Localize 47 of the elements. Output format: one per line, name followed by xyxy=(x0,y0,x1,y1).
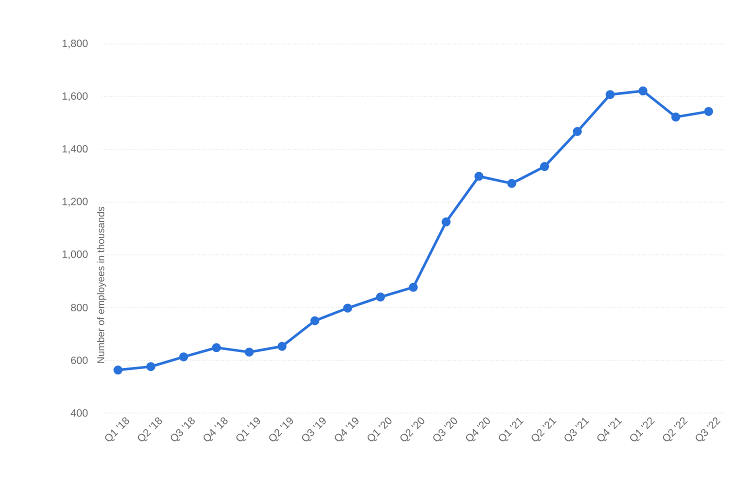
y-tick-label: 1,800 xyxy=(62,40,88,48)
point xyxy=(310,316,320,326)
x-tick-label: Q2 '20 xyxy=(400,417,424,442)
x-tick-label: Q2 '19 xyxy=(269,418,293,442)
x-tick-label: Q3 '19 xyxy=(302,418,326,442)
y-tick-label: 1,600 xyxy=(62,92,88,102)
x-tick-label: Q1 '21 xyxy=(498,418,524,442)
x-tick-label: Q4 '19 xyxy=(334,418,359,442)
point xyxy=(244,348,254,357)
point xyxy=(343,304,352,313)
point xyxy=(638,86,648,96)
x-tick-label: Q2 '22 xyxy=(662,417,688,442)
x-tick-label: Q2 '21 xyxy=(532,418,556,442)
x-tick-label: Q4 '18 xyxy=(204,417,228,442)
point xyxy=(474,172,484,181)
x-tick-label: Q1 '20 xyxy=(368,417,392,442)
y-tick-label: 1,400 xyxy=(62,145,88,154)
point xyxy=(114,366,123,375)
point xyxy=(146,362,156,372)
point xyxy=(212,343,221,352)
x-tick-label: Q4 '21 xyxy=(597,418,622,442)
point xyxy=(179,352,188,362)
y-tick-label: 400 xyxy=(70,409,88,417)
point xyxy=(507,178,516,188)
x-tick-label: Q2 '18 xyxy=(138,417,162,442)
y-axis-title: Number of employees in thousands xyxy=(96,206,106,363)
x-tick-label: Q3 '18 xyxy=(170,417,195,442)
x-tick-label: Q3 '21 xyxy=(564,418,590,442)
x-tick-label: Q3 '20 xyxy=(433,417,458,442)
x-tick-label: Q1 '22 xyxy=(630,417,655,442)
y-tick-label: 1,000 xyxy=(62,250,88,260)
point xyxy=(278,342,287,351)
x-tick-label: Q3 '22 xyxy=(696,417,720,442)
x-tick-label: Q4 '20 xyxy=(466,417,490,442)
y-tick-label: 800 xyxy=(71,304,88,312)
x-tick-label: Q1 '18 xyxy=(105,417,130,442)
point xyxy=(671,112,680,122)
point xyxy=(442,217,451,226)
point xyxy=(572,127,582,136)
point xyxy=(704,106,714,116)
x-tick-label: Q1 '19 xyxy=(236,418,260,442)
point xyxy=(606,90,615,100)
y-tick-label: 600 xyxy=(71,356,88,364)
point xyxy=(540,162,550,172)
point xyxy=(408,282,418,292)
y-tick-label: 1,200 xyxy=(62,198,88,206)
point xyxy=(376,292,385,302)
